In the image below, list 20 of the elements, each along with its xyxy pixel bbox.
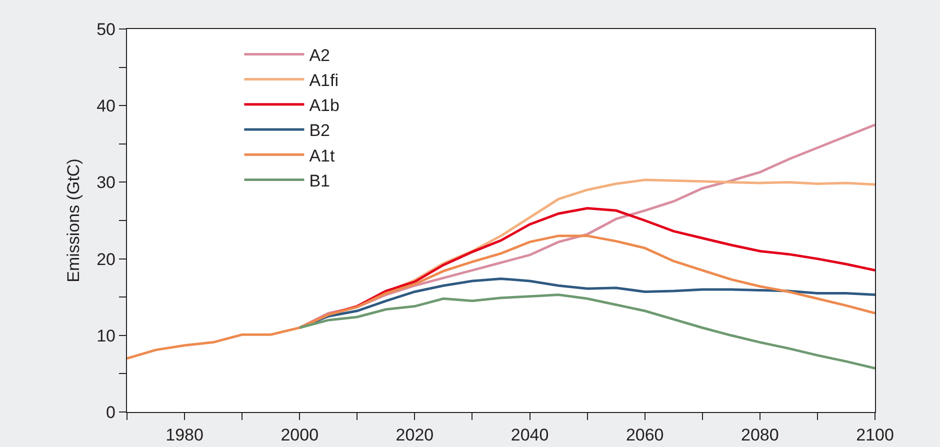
y-tick-label: 40 <box>96 96 116 116</box>
legend-label: A1b <box>309 96 340 116</box>
legend-label: A1t <box>309 146 335 166</box>
x-tick-label: 2100 <box>856 426 894 444</box>
y-tick-label: 10 <box>96 326 116 346</box>
x-tick-label: 1980 <box>166 426 204 444</box>
y-tick-label: 30 <box>96 173 116 192</box>
y-axis-title: Emissions (GtC) <box>64 158 84 282</box>
x-tick-label: 2020 <box>396 426 434 444</box>
y-tick-label: 0 <box>106 402 116 422</box>
legend-label: B2 <box>309 121 330 140</box>
x-tick-label: 2000 <box>280 426 319 444</box>
y-tick-label: 50 <box>96 20 116 39</box>
y-tick-label: 20 <box>96 250 116 269</box>
legend-label: B1 <box>309 171 330 190</box>
x-tick-label: 2080 <box>741 426 779 444</box>
legend-label: A1fi <box>309 70 338 90</box>
x-tick-label: 2060 <box>626 426 664 444</box>
legend-label: A2 <box>309 46 330 65</box>
x-tick-label: 2040 <box>510 426 549 444</box>
